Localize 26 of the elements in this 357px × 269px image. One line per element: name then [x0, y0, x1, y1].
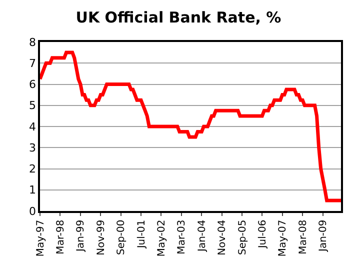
x-tick-label: Jan-04: [196, 220, 208, 252]
x-tick-label: May-02: [156, 220, 168, 257]
x-tick-label: Mar-03: [176, 220, 188, 254]
y-tick-label: 0: [29, 204, 36, 218]
x-tick-label: Nov-04: [217, 220, 228, 256]
y-tick-label: 1: [29, 184, 36, 197]
line-series: [40, 50, 341, 202]
x-tick-label: Jan-99: [76, 220, 87, 252]
y-tick-label: 5: [29, 99, 36, 112]
y-tick-label: 6: [29, 78, 36, 92]
y-tick-label: 4: [29, 120, 36, 134]
chart-title: UK Official Bank Rate, %: [76, 8, 282, 27]
x-tick-label: Sep-05: [237, 220, 248, 255]
x-tick-label: Nov-99: [96, 220, 107, 256]
x-tick-label: Mar-08: [298, 220, 309, 254]
x-tick-label: May-97: [35, 220, 46, 257]
x-tick-label: May-07: [278, 220, 289, 257]
x-tick-label: Sep-00: [116, 220, 128, 255]
x-tick-label: Jul-06: [257, 220, 268, 250]
x-tick-label: Mar-98: [55, 220, 66, 254]
x-tick-label: Jul-01: [136, 220, 148, 250]
y-tick-label: 7: [29, 56, 36, 70]
y-tick-label: 8: [29, 36, 36, 49]
y-tick-label: 2: [29, 162, 36, 176]
x-tick-label: Jan-09: [318, 220, 330, 252]
y-tick-label: 3: [29, 141, 36, 154]
